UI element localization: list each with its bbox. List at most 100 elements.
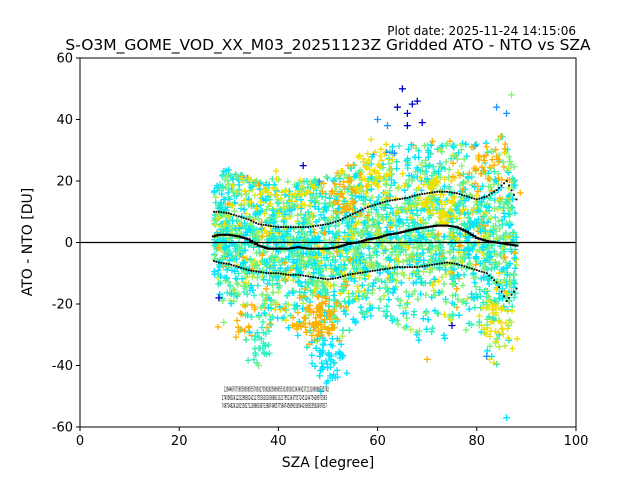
std-marker [213, 260, 215, 262]
std-marker [322, 223, 324, 226]
scatter-point [485, 280, 493, 288]
scatter-point [289, 258, 297, 266]
scatter-point [500, 330, 507, 338]
outlier-point [508, 91, 515, 99]
std-marker [302, 274, 305, 277]
scatter-point [229, 182, 236, 189]
scatter-point [251, 192, 259, 199]
scatter-point [272, 167, 280, 175]
std-marker [473, 197, 476, 200]
std-marker [235, 265, 238, 268]
std-marker [262, 223, 265, 226]
scatter-point [383, 141, 390, 148]
std-marker [433, 191, 436, 194]
scatter-point [260, 276, 267, 283]
scatter-point [455, 149, 462, 157]
std-marker [441, 190, 443, 193]
scatter-points [210, 85, 524, 422]
scatter-point [511, 265, 519, 272]
scatter-point [377, 296, 384, 303]
std-marker [366, 206, 369, 209]
std-marker [374, 203, 377, 206]
scatter-point [405, 293, 413, 300]
scatter-point [484, 324, 491, 332]
std-marker [421, 193, 424, 195]
scatter-point [277, 306, 284, 313]
outlier-point [220, 318, 228, 326]
scatter-point [244, 357, 252, 364]
scatter-point [438, 273, 445, 281]
std-marker [354, 212, 357, 214]
scatter-point [436, 160, 444, 167]
std-marker [317, 224, 319, 227]
std-marker [475, 198, 478, 201]
std-marker [508, 184, 510, 187]
std-marker [359, 209, 362, 212]
scatter-point [214, 323, 222, 331]
scatter-point [422, 291, 430, 299]
scatter-point [399, 170, 406, 177]
std-marker [267, 224, 270, 227]
scatter-point [472, 254, 480, 262]
scatter-point [517, 189, 524, 196]
scatter-point [513, 335, 521, 342]
scatter-point [466, 305, 473, 313]
std-marker [463, 194, 466, 197]
std-marker [222, 211, 225, 214]
scatter-point [346, 327, 353, 334]
std-marker [389, 199, 391, 202]
std-marker [307, 226, 310, 229]
scatter-point [301, 289, 308, 296]
scatter-point [356, 152, 363, 159]
std-marker [215, 260, 218, 263]
std-marker [351, 213, 354, 215]
std-marker [349, 214, 352, 217]
scatter-point [389, 143, 396, 150]
std-marker [277, 226, 280, 229]
scatter-point [501, 213, 508, 220]
std-marker [448, 191, 451, 194]
scatter-point [417, 290, 424, 298]
scatter-point [431, 276, 439, 283]
std-marker [423, 192, 426, 195]
std-marker [232, 213, 235, 216]
scatter-point [395, 251, 402, 259]
scatter-point [391, 150, 398, 157]
std-marker [488, 193, 491, 196]
outlier-point [503, 109, 511, 117]
std-marker [297, 273, 300, 276]
scatter-point [330, 281, 338, 288]
scatter-point [245, 323, 253, 330]
std-marker [225, 212, 228, 214]
scatter-point [241, 219, 248, 227]
std-marker [250, 219, 253, 222]
scatter-point [326, 296, 333, 303]
scatter-point [334, 367, 341, 374]
scatter-point [234, 264, 241, 272]
std-marker [299, 226, 302, 229]
std-marker [237, 215, 240, 218]
scatter-point [256, 313, 263, 320]
scatter-point [510, 270, 517, 278]
scatter-point [259, 318, 267, 326]
scatter-point [477, 293, 484, 300]
std-marker [250, 269, 253, 272]
scatter-point [446, 166, 453, 173]
scatter-point [513, 261, 520, 269]
std-marker [339, 218, 342, 221]
std-marker [327, 278, 329, 281]
scatter-point [486, 343, 494, 350]
std-marker [485, 195, 488, 198]
outlier-point [493, 103, 501, 111]
std-marker [245, 217, 248, 220]
std-marker [510, 189, 513, 192]
scatter-point [471, 279, 478, 286]
scatter-point [396, 142, 403, 150]
scatter-point [254, 274, 261, 281]
scatter-point [429, 138, 436, 145]
scatter-point [215, 267, 222, 274]
scatter-point [420, 257, 427, 264]
scatter-point [455, 312, 463, 319]
std-marker [312, 225, 315, 228]
std-marker [213, 210, 215, 213]
